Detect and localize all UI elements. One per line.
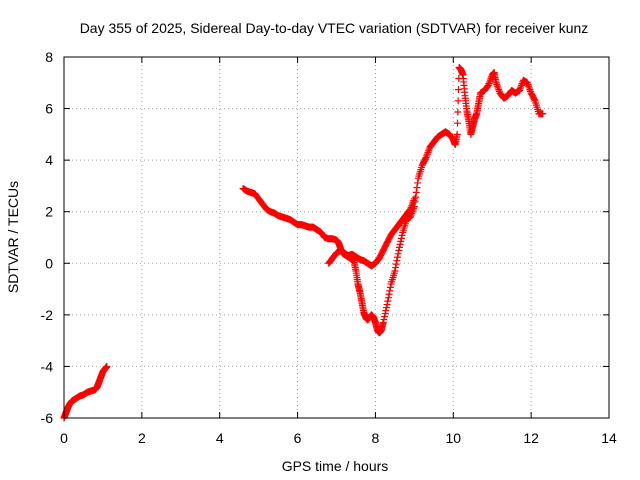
data-point xyxy=(495,86,503,94)
data-point xyxy=(454,119,462,127)
data-point xyxy=(516,85,524,93)
data-point xyxy=(397,234,405,242)
data-point xyxy=(383,301,391,309)
y-axis-label: SDTVAR / TECUs xyxy=(5,181,21,293)
data-point xyxy=(409,198,417,206)
y-tick-label: -2 xyxy=(41,307,54,323)
data-point xyxy=(454,108,462,116)
plot-frame xyxy=(63,56,610,419)
data-point xyxy=(379,319,387,327)
data-point xyxy=(422,154,430,162)
data-point xyxy=(382,304,390,312)
data-point xyxy=(414,179,422,187)
data-point xyxy=(539,110,547,118)
data-point xyxy=(525,82,533,90)
data-point xyxy=(407,203,415,211)
data-point xyxy=(425,147,433,155)
data-point xyxy=(410,197,418,205)
data-point xyxy=(408,202,416,210)
data-point xyxy=(406,213,414,221)
data-point xyxy=(493,81,501,89)
data-point xyxy=(525,84,533,92)
data-point xyxy=(386,287,394,295)
x-tick-label: 8 xyxy=(372,430,380,446)
x-axis: 0 2 4 6 8 10 12 14 xyxy=(60,57,617,446)
data-point xyxy=(384,294,392,302)
data-point xyxy=(423,152,431,160)
data-point xyxy=(392,264,400,272)
y-tick-label: 6 xyxy=(45,101,53,117)
data-point xyxy=(423,150,431,158)
data-point xyxy=(486,76,494,84)
y-tick-label: -4 xyxy=(41,358,54,374)
data-point xyxy=(517,81,525,89)
grid-lines xyxy=(64,57,609,418)
data-point xyxy=(393,257,401,265)
x-tick-label: 6 xyxy=(294,430,302,446)
y-tick-label: 0 xyxy=(45,255,53,271)
data-point xyxy=(486,78,494,86)
data-point xyxy=(526,86,534,94)
data-point xyxy=(386,283,394,291)
data-point xyxy=(494,84,502,92)
data-point xyxy=(492,79,500,87)
data-point xyxy=(384,297,392,305)
data-point xyxy=(412,188,420,196)
data-point xyxy=(391,267,399,275)
data-point xyxy=(424,148,432,156)
y-tick-label: -6 xyxy=(41,410,54,426)
y-tick-label: 8 xyxy=(45,49,53,65)
data-point xyxy=(392,260,400,268)
y-axis: -6 -4 -2 0 2 4 6 8 xyxy=(41,49,609,426)
data-point xyxy=(413,184,421,192)
x-tick-label: 0 xyxy=(60,430,68,446)
data-point xyxy=(526,87,534,95)
x-tick-label: 10 xyxy=(445,430,461,446)
x-tick-label: 12 xyxy=(523,430,539,446)
data-point xyxy=(398,231,406,239)
y-tick-label: 4 xyxy=(45,152,53,168)
data-point xyxy=(397,237,405,245)
data-point xyxy=(515,87,523,95)
data-point xyxy=(485,80,493,88)
data-point xyxy=(487,74,495,82)
data-point xyxy=(396,240,404,248)
data-point xyxy=(395,243,403,251)
data-point xyxy=(517,83,525,91)
x-tick-label: 2 xyxy=(138,430,146,446)
data-point xyxy=(385,290,393,298)
data-point xyxy=(408,200,416,208)
data-point xyxy=(454,97,462,105)
data-point xyxy=(395,246,403,254)
data-series xyxy=(60,63,547,422)
data-point xyxy=(410,195,418,203)
x-tick-label: 4 xyxy=(216,430,224,446)
data-point xyxy=(380,316,388,324)
x-tick-label: 14 xyxy=(601,430,617,446)
data-point xyxy=(382,307,390,315)
data-point xyxy=(453,130,461,138)
data-point xyxy=(381,313,389,321)
x-axis-label: GPS time / hours xyxy=(282,458,389,474)
data-point xyxy=(523,79,531,87)
data-point xyxy=(394,250,402,258)
data-point xyxy=(103,362,111,370)
chart-title: Day 355 of 2025, Sidereal Day-to-day VTE… xyxy=(80,20,589,36)
data-point xyxy=(454,86,462,94)
data-point xyxy=(493,82,501,90)
data-point xyxy=(381,310,389,318)
y-tick-label: 2 xyxy=(45,204,53,220)
data-point xyxy=(530,96,538,104)
data-point xyxy=(484,81,492,89)
data-point xyxy=(406,205,414,213)
data-point xyxy=(421,155,429,163)
data-point xyxy=(393,253,401,261)
data-point xyxy=(524,81,532,89)
